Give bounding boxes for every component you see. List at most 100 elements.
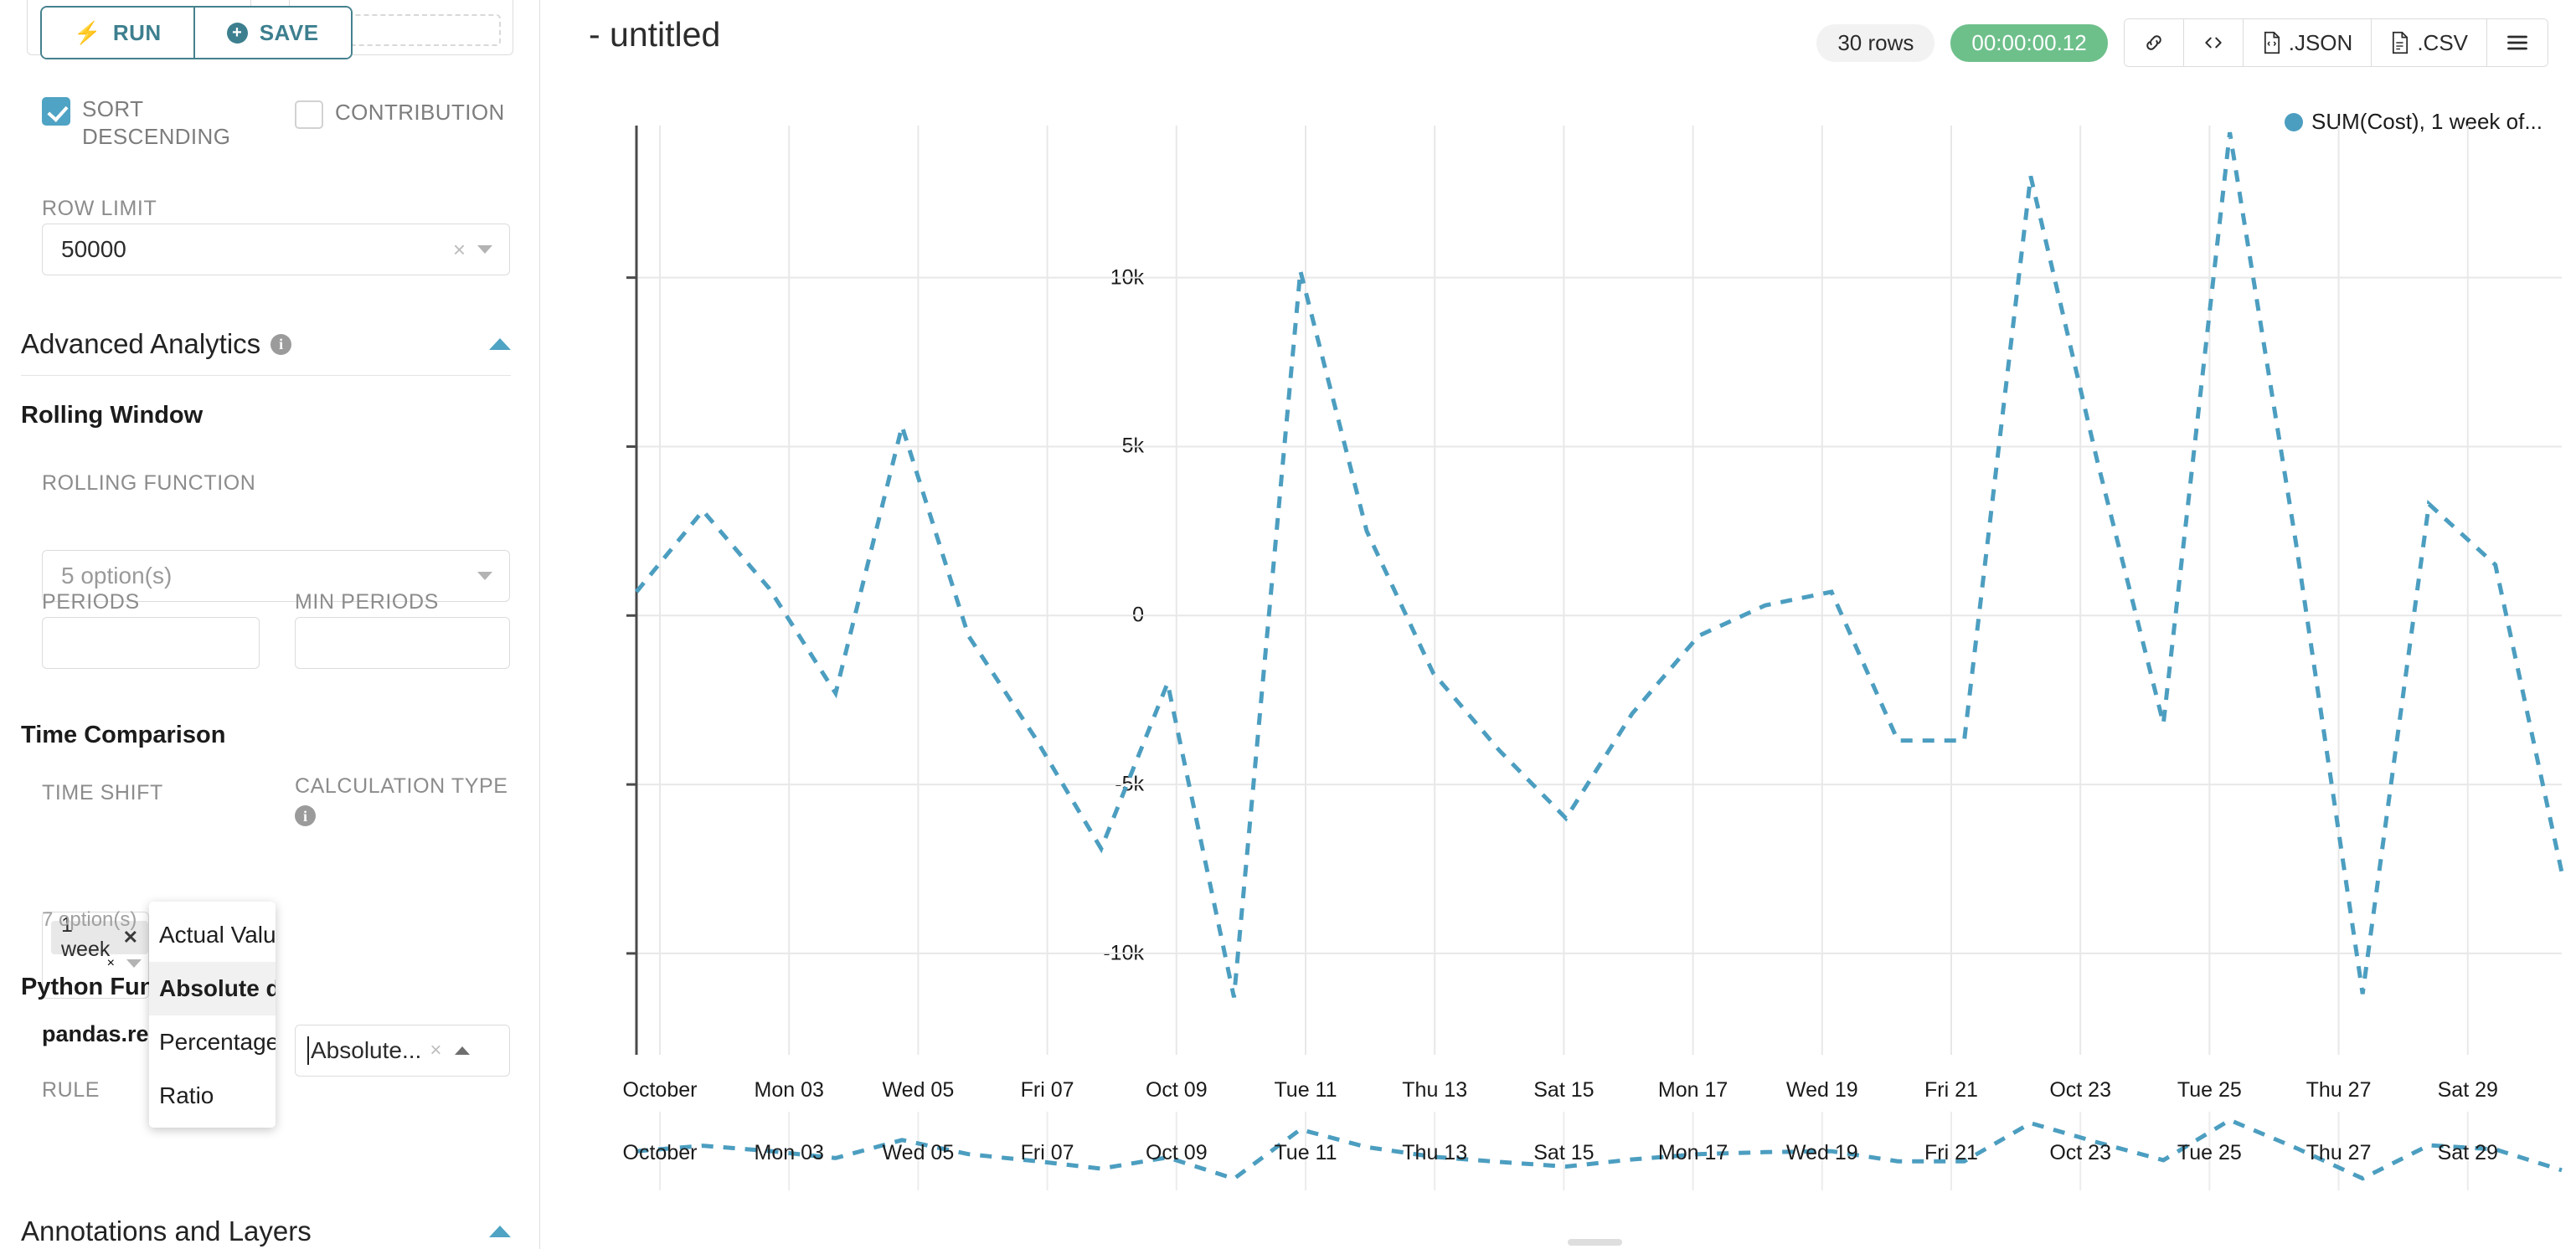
x-axis-tick: Oct 09 <box>1145 1141 1208 1164</box>
legend-color-swatch <box>2285 112 2304 131</box>
row-limit-select[interactable]: 50000 × <box>42 224 510 275</box>
x-axis-tick: Oct 09 <box>1145 1078 1208 1102</box>
menu-icon <box>2507 35 2527 50</box>
chevron-down-icon <box>477 245 492 254</box>
remove-tag-icon[interactable]: ✕ <box>122 927 138 948</box>
run-button[interactable]: ⚡ RUN <box>42 8 193 58</box>
plus-circle-icon: + <box>226 22 248 44</box>
rolling-function-label: ROLLING FUNCTION <box>42 471 256 495</box>
x-axis-tick: Wed 19 <box>1785 1078 1858 1102</box>
clear-icon[interactable]: × <box>452 236 466 262</box>
chevron-up-icon <box>455 1046 471 1055</box>
brush-x-axis-tick-labels: October Mon 03 Wed 05 Fri 07 Oct 09 Tue 11 Thu… <box>541 1141 2576 1174</box>
advanced-analytics-title: Advanced Analytics <box>21 328 261 359</box>
menu-option-percentage-change[interactable]: Percentage change <box>159 1029 276 1055</box>
min-periods-label: MIN PERIODS <box>295 590 439 614</box>
periods-input[interactable] <box>42 617 260 669</box>
x-axis-tick: Oct 23 <box>2049 1078 2111 1102</box>
export-json-label: .JSON <box>2288 29 2353 55</box>
rolling-function-value: 5 option(s) <box>61 563 173 589</box>
code-button[interactable] <box>2182 19 2243 66</box>
x-axis-tick: Sat 15 <box>1533 1078 1595 1102</box>
legend-label: SUM(Cost), 1 week of... <box>2311 109 2543 134</box>
contribution-checkbox[interactable] <box>295 100 323 129</box>
rows-badge: 30 rows <box>1816 23 1935 62</box>
save-button[interactable]: + SAVE <box>193 8 351 58</box>
sort-descending-label: SORT DESCENDING <box>82 96 231 150</box>
time-shift-label: TIME SHIFT <box>42 781 163 804</box>
menu-option-absolute-difference[interactable]: Absolute difference <box>149 962 276 1015</box>
x-axis-tick: Thu 13 <box>1402 1141 1468 1164</box>
info-icon[interactable]: i <box>295 805 316 826</box>
row-limit-value: 50000 <box>61 236 126 262</box>
calculation-type-label: CALCULATION TYPE <box>295 774 508 798</box>
json-icon <box>2264 31 2280 54</box>
x-axis-tick: Tue 25 <box>2177 1078 2242 1102</box>
chart-legend[interactable]: SUM(Cost), 1 week of... <box>2285 109 2543 135</box>
export-csv-button[interactable]: .CSV <box>2371 19 2486 66</box>
x-axis-tick: Oct 23 <box>2049 1141 2111 1164</box>
chevron-up-icon[interactable] <box>489 1226 511 1237</box>
run-save-button-group: ⚡ RUN + SAVE <box>40 6 353 59</box>
clear-icon[interactable]: × <box>106 956 115 970</box>
horizontal-scrollbar[interactable] <box>1568 1239 1622 1246</box>
advanced-analytics-header[interactable]: Advanced Analytics i <box>21 328 511 360</box>
page-title: - untitled <box>589 15 721 54</box>
toolbar-button-group: .JSON .CSV <box>2123 18 2548 67</box>
query-duration-badge: 00:00:00.12 <box>1950 23 2108 62</box>
x-axis-tick: Fri 21 <box>1924 1078 1978 1102</box>
main-line-chart[interactable] <box>541 126 2576 1055</box>
x-axis-tick: Fri 07 <box>1020 1141 1074 1164</box>
time-comparison-title: Time Comparison <box>21 722 226 748</box>
x-axis-tick: Tue 25 <box>2177 1141 2242 1164</box>
x-axis-tick: Fri 07 <box>1020 1078 1074 1102</box>
text-cursor <box>307 1036 309 1065</box>
x-axis-tick: Tue 11 <box>1274 1141 1337 1164</box>
x-axis-tick: Thu 27 <box>2306 1141 2372 1164</box>
info-icon[interactable]: i <box>270 333 292 355</box>
x-axis-tick: Wed 19 <box>1785 1141 1858 1164</box>
x-axis-tick: Fri 21 <box>1924 1141 1978 1164</box>
x-axis-tick: Sat 29 <box>2437 1078 2498 1102</box>
export-json-button[interactable]: .JSON <box>2242 19 2372 66</box>
section-divider <box>21 375 511 376</box>
sort-descending-row[interactable]: SORT DESCENDING <box>42 95 275 152</box>
chart-panel: - untitled 30 rows 00:00:00.12 <box>541 0 2576 1249</box>
row-limit-label: ROW LIMIT <box>42 197 157 220</box>
menu-option-ratio[interactable]: Ratio <box>159 1082 214 1108</box>
range-brush-chart[interactable] <box>541 1105 2576 1197</box>
x-axis-tick: Wed 05 <box>882 1078 955 1102</box>
sort-descending-checkbox[interactable] <box>42 97 70 126</box>
contribution-row[interactable]: CONTRIBUTION <box>295 99 505 129</box>
x-axis-tick: Thu 13 <box>1402 1078 1468 1102</box>
x-axis-tick: Wed 05 <box>882 1141 955 1164</box>
clear-icon[interactable]: × <box>430 1039 442 1061</box>
more-menu-button[interactable] <box>2486 19 2548 66</box>
time-shift-hint: 7 option(s) <box>42 908 137 931</box>
contribution-label: CONTRIBUTION <box>335 100 505 125</box>
menu-option-actual-values[interactable]: Actual Values <box>159 922 276 948</box>
chevron-down-icon <box>126 959 142 968</box>
min-periods-input[interactable] <box>295 617 510 669</box>
time-shift-select[interactable]: 1 week ✕ × <box>42 912 149 999</box>
x-axis-tick: October <box>622 1141 698 1164</box>
control-panel-sidebar: 7 option(s) ⚡ RUN + SAVE SORT DESCENDING <box>0 0 540 1249</box>
x-axis-tick: October <box>622 1078 698 1102</box>
chevron-up-icon[interactable] <box>489 338 511 350</box>
x-axis-tick: Tue 11 <box>1274 1078 1337 1102</box>
calculation-type-value: Absolute... <box>311 1037 422 1063</box>
annotations-and-layers-header[interactable]: Annotations and Layers <box>21 1216 511 1247</box>
bolt-icon: ⚡ <box>74 20 101 45</box>
calculation-type-dropdown-menu: Actual Values Absolute difference Percen… <box>149 902 276 1128</box>
save-button-label: SAVE <box>259 19 319 45</box>
annotations-and-layers-title: Annotations and Layers <box>21 1216 312 1246</box>
export-csv-label: .CSV <box>2417 29 2468 55</box>
link-button[interactable] <box>2124 19 2183 66</box>
x-axis-tick: Mon 03 <box>754 1141 824 1164</box>
rolling-function-select[interactable]: 5 option(s) <box>42 550 510 602</box>
csv-icon <box>2393 31 2409 54</box>
x-axis-tick: Sat 15 <box>1533 1141 1595 1164</box>
time-shift-tag[interactable]: 1 week ✕ <box>51 913 148 961</box>
calculation-type-select[interactable]: Absolute... × <box>295 1025 510 1077</box>
rule-label: RULE <box>42 1078 100 1102</box>
